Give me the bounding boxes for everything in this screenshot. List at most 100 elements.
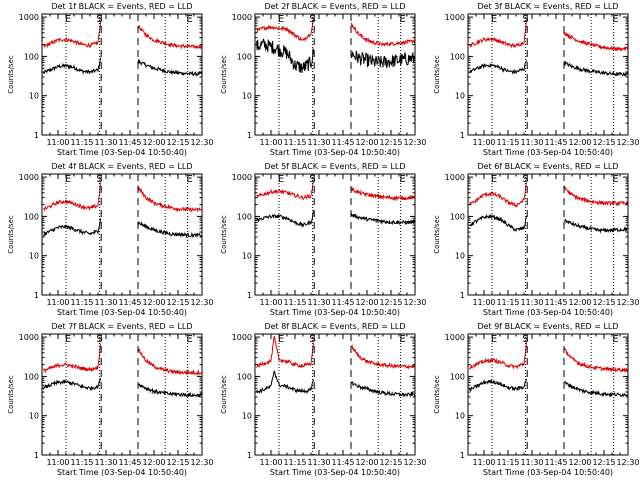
y-tick-label: 10 xyxy=(455,92,465,101)
y-axis-label: Counts/sec xyxy=(220,55,228,94)
y-tick-label: 100 xyxy=(24,52,39,61)
y-axis-label: Counts/sec xyxy=(7,55,15,94)
x-tick-label: 12:15 xyxy=(592,138,615,147)
y-tick-label: 10 xyxy=(29,92,39,101)
start-marker-label: S xyxy=(309,174,315,185)
y-tick-label: 1 xyxy=(460,451,465,460)
x-tick-label: 11:00 xyxy=(46,138,69,147)
y-axis-label: Counts/sec xyxy=(7,215,15,254)
lld-series-line xyxy=(469,340,528,370)
end-marker-label: E xyxy=(65,334,71,345)
panel-title: Det 5f BLACK = Events, RED = LLD xyxy=(264,162,405,171)
x-axis-label: Start Time (03-Sep-04 10:50:40) xyxy=(270,148,400,157)
x-tick-label: 12:30 xyxy=(403,298,426,307)
lld-series-line xyxy=(137,25,202,50)
x-tick-label: 11:30 xyxy=(307,298,330,307)
x-tick-label: 12:00 xyxy=(355,138,378,147)
end-marker-label: E xyxy=(278,14,284,25)
y-axis-label: Counts/sec xyxy=(7,375,15,414)
x-tick-label: 12:00 xyxy=(142,298,165,307)
x-tick-label: 12:15 xyxy=(379,138,402,147)
x-tick-label: 11:00 xyxy=(259,298,282,307)
events-series-line xyxy=(137,58,202,78)
x-tick-label: 11:45 xyxy=(544,138,567,147)
x-tick-label: 12:15 xyxy=(166,138,189,147)
x-tick-label: 12:30 xyxy=(616,138,639,147)
y-tick-label: 100 xyxy=(450,372,465,381)
lld-series-line xyxy=(350,22,415,47)
x-tick-label: 11:15 xyxy=(70,298,93,307)
panel-title: Det 3f BLACK = Events, RED = LLD xyxy=(477,2,618,11)
x-tick-label: 11:30 xyxy=(94,298,117,307)
lld-series-line xyxy=(256,335,315,369)
end-marker-label: E xyxy=(491,334,497,345)
y-tick-label: 1 xyxy=(460,291,465,300)
x-tick-label: 12:15 xyxy=(166,298,189,307)
events-series-line xyxy=(43,378,102,391)
x-tick-label: 11:30 xyxy=(520,138,543,147)
lld-series-line xyxy=(469,20,528,49)
panel-title: Det 1f BLACK = Events, RED = LLD xyxy=(51,2,192,11)
end-marker-label: E xyxy=(278,174,284,185)
x-tick-label: 11:45 xyxy=(331,458,354,467)
events-series-line xyxy=(563,60,628,77)
x-axis-label: Start Time (03-Sep-04 10:50:40) xyxy=(483,468,613,477)
panel-det-3f: Det 3f BLACK = Events, RED = LLD E S E 1 10 10… xyxy=(433,2,640,157)
x-axis-label: Start Time (03-Sep-04 10:50:40) xyxy=(57,148,187,157)
panel-det-1f: Det 1f BLACK = Events, RED = LLD E S E 1 10 10… xyxy=(7,2,214,157)
panel-title: Det 2f BLACK = Events, RED = LLD xyxy=(264,2,405,11)
start-marker-label: S xyxy=(522,14,528,25)
y-tick-label: 1 xyxy=(34,291,39,300)
events-series-line xyxy=(350,381,415,398)
x-tick-label: 11:00 xyxy=(472,458,495,467)
y-axis-label: Counts/sec xyxy=(220,375,228,414)
x-tick-label: 12:00 xyxy=(355,298,378,307)
x-tick-label: 11:15 xyxy=(70,458,93,467)
y-tick-label: 100 xyxy=(237,52,252,61)
x-tick-label: 12:15 xyxy=(379,458,402,467)
panel-det-7f: Det 7f BLACK = Events, RED = LLD E S E 1 10 10… xyxy=(7,322,214,477)
x-tick-label: 11:45 xyxy=(544,458,567,467)
x-tick-label: 11:00 xyxy=(46,298,69,307)
x-tick-label: 11:15 xyxy=(496,298,519,307)
y-tick-label: 10 xyxy=(242,92,252,101)
end-marker-label: E xyxy=(612,14,618,25)
events-series-line xyxy=(469,60,528,76)
y-tick-label: 1000 xyxy=(445,173,465,182)
y-tick-label: 1 xyxy=(247,451,252,460)
x-axis-label: Start Time (03-Sep-04 10:50:40) xyxy=(57,308,187,317)
lld-series-line xyxy=(350,344,415,370)
y-tick-label: 10 xyxy=(242,412,252,421)
x-axis-label: Start Time (03-Sep-04 10:50:40) xyxy=(270,468,400,477)
end-marker-label: E xyxy=(399,174,405,185)
end-marker-label: E xyxy=(491,14,497,25)
lld-series-line xyxy=(43,343,102,374)
y-tick-label: 1000 xyxy=(232,13,252,22)
y-tick-label: 1 xyxy=(34,451,39,460)
x-axis-label: Start Time (03-Sep-04 10:50:40) xyxy=(483,148,613,157)
events-series-line xyxy=(137,383,202,398)
x-axis-label: Start Time (03-Sep-04 10:50:40) xyxy=(483,308,613,317)
x-tick-label: 11:15 xyxy=(283,298,306,307)
x-tick-label: 11:15 xyxy=(496,458,519,467)
x-tick-label: 12:30 xyxy=(403,458,426,467)
events-series-line xyxy=(137,220,202,239)
x-tick-label: 12:00 xyxy=(568,458,591,467)
events-series-line xyxy=(256,210,315,228)
y-tick-label: 100 xyxy=(450,212,465,221)
y-axis-label: Counts/sec xyxy=(433,55,441,94)
events-series-line xyxy=(256,370,315,395)
lld-series-line xyxy=(256,181,315,201)
panel-det-8f: Det 8f BLACK = Events, RED = LLD E S E 1 10 10… xyxy=(220,322,427,477)
lld-series-line xyxy=(43,182,102,212)
y-tick-label: 100 xyxy=(24,372,39,381)
x-tick-label: 11:00 xyxy=(472,298,495,307)
y-tick-label: 1 xyxy=(247,291,252,300)
x-tick-label: 11:30 xyxy=(307,138,330,147)
x-tick-label: 11:45 xyxy=(118,458,141,467)
y-tick-label: 1000 xyxy=(19,333,39,342)
x-tick-label: 11:00 xyxy=(472,138,495,147)
events-series-line xyxy=(43,57,102,75)
panel-det-5f: Det 5f BLACK = Events, RED = LLD E S E 1 10 10… xyxy=(220,162,427,317)
y-tick-label: 10 xyxy=(455,412,465,421)
